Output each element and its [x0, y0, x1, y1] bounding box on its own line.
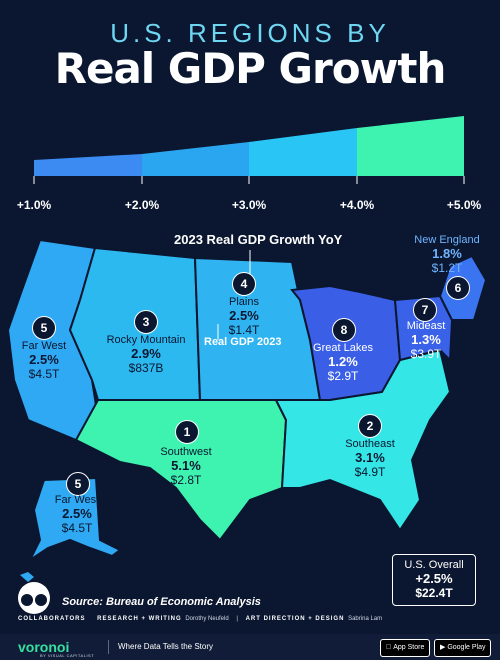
- overall-name: U.S. Overall: [404, 559, 464, 571]
- region-gdp: $1.2T: [431, 260, 463, 275]
- region-badge-southwest: 1: [175, 420, 199, 444]
- source-text: Source: Bureau of Economic Analysis: [62, 596, 261, 608]
- region-badge-rocky-mountain: 3: [134, 310, 158, 334]
- region-growth: 1.2%: [328, 353, 358, 369]
- collab-divider: |: [236, 616, 238, 622]
- region-label-new-england: New England 1.8% $1.2T: [404, 234, 490, 275]
- region-label-southwest: Southwest 5.1% $2.8T: [146, 446, 226, 487]
- region-badge-southeast: 2: [358, 414, 382, 438]
- region-hawaii: [20, 572, 34, 582]
- region-growth: 5.1%: [171, 457, 201, 473]
- region-gdp: $3.9T: [410, 346, 442, 361]
- play-icon: ▶: [440, 644, 448, 651]
- google-play-label: Google Play: [447, 644, 486, 651]
- legend-bar-segment-3: [249, 128, 357, 176]
- region-alaska: [27, 476, 122, 563]
- region-badge-new-england: 6: [446, 276, 470, 300]
- legend-bar-segment-1: [34, 154, 142, 176]
- us-overall-box: U.S. Overall +2.5% $22.4T: [392, 554, 476, 606]
- voronoi-brand[interactable]: voronoi: [18, 639, 70, 655]
- region-name: Great Lakes: [313, 342, 373, 354]
- region-badge-plains: 4: [232, 272, 256, 296]
- google-play-button[interactable]: ▶ Google Play: [434, 639, 492, 657]
- legend-tick-label-4: +4.0%: [339, 198, 375, 212]
- region-growth: 1.8%: [432, 245, 462, 261]
- legend-tick-label-1: +1.0%: [16, 198, 52, 212]
- collaborators-line: COLLABORATORS RESEARCH + WRITING Dorothy…: [18, 616, 488, 622]
- region-name: Southwest: [160, 446, 212, 458]
- region-badge-far-west-alaska: 5: [66, 472, 90, 496]
- region-badge-mideast: 7: [413, 298, 437, 322]
- us-map: [6, 238, 488, 582]
- legend-tick-label-3: +3.0%: [231, 198, 267, 212]
- callout-gdp-title: Real GDP 2023: [204, 336, 282, 348]
- region-growth: 1.3%: [411, 331, 441, 347]
- apple-icon: : [386, 644, 393, 651]
- region-name: Southeast: [345, 438, 395, 450]
- legend-bar-segment-4: [357, 116, 464, 176]
- region-gdp: $2.9T: [327, 368, 359, 383]
- region-name: Far West: [54, 494, 100, 506]
- voronoi-logo-icon: [18, 582, 50, 614]
- design-name: Sabrina Lam: [348, 616, 383, 622]
- region-growth: 3.1%: [355, 449, 385, 465]
- region-label-great-lakes: Great Lakes 1.2% $2.9T: [303, 342, 383, 383]
- region-label-far-west-alaska: Far West 2.5% $4.5T: [37, 494, 117, 535]
- app-store-button[interactable]:  App Store: [380, 639, 431, 657]
- region-gdp: $4.5T: [28, 366, 60, 381]
- collaborators-label: COLLABORATORS: [18, 616, 86, 622]
- region-gdp: $2.8T: [170, 472, 202, 487]
- region-gdp: $837B: [128, 360, 164, 375]
- legend-tick-label-2: +2.0%: [124, 198, 160, 212]
- region-name: Rocky Mountain: [106, 334, 186, 346]
- footer-bar: voronoi BY VISUAL CAPITALIST Where Data …: [0, 634, 500, 660]
- legend-tick-label-5: +5.0%: [446, 198, 482, 212]
- legend-bar-segment-2: [142, 142, 249, 176]
- region-growth: 2.5%: [229, 307, 259, 323]
- design-label: ART DIRECTION + DESIGN: [245, 616, 345, 622]
- research-name: Dorothy Neufeld: [185, 616, 229, 622]
- region-gdp: $1.4T: [228, 322, 260, 337]
- callout-growth-title: 2023 Real GDP Growth YoY: [174, 232, 343, 247]
- color-legend: [33, 116, 465, 184]
- region-label-southeast: Southeast 3.1% $4.9T: [330, 438, 410, 479]
- region-label-rocky-mountain: Rocky Mountain 2.9% $837B: [100, 334, 192, 375]
- page-supertitle: U.S. REGIONS BY: [110, 18, 390, 48]
- region-label-mideast: Mideast 1.3% $3.9T: [386, 320, 466, 361]
- region-gdp: $4.5T: [61, 520, 93, 535]
- region-label-plains: Plains 2.5% $1.4T: [204, 296, 284, 337]
- region-name: Far West: [21, 340, 67, 352]
- region-southeast: [274, 348, 452, 532]
- region-badge-great-lakes: 8: [332, 318, 356, 342]
- region-name: Plains: [229, 296, 259, 308]
- region-badge-far-west: 5: [32, 316, 56, 340]
- footer-divider: [108, 640, 109, 654]
- research-label: RESEARCH + WRITING: [97, 616, 182, 622]
- overall-growth: +2.5%: [415, 570, 453, 586]
- page-title: Real GDP Growth: [54, 44, 447, 93]
- footer-tagline: Where Data Tells the Story: [118, 642, 214, 651]
- region-growth: 2.5%: [29, 351, 59, 367]
- region-gdp: $4.9T: [354, 464, 386, 479]
- region-growth: 2.9%: [131, 345, 161, 361]
- region-name: New England: [414, 234, 480, 246]
- voronoi-brand-sub: BY VISUAL CAPITALIST: [40, 653, 95, 658]
- overall-gdp: $22.4T: [415, 585, 453, 600]
- region-label-far-west: Far West 2.5% $4.5T: [4, 340, 84, 381]
- region-name: Mideast: [406, 320, 446, 332]
- region-growth: 2.5%: [62, 505, 92, 521]
- app-store-label: App Store: [386, 644, 424, 651]
